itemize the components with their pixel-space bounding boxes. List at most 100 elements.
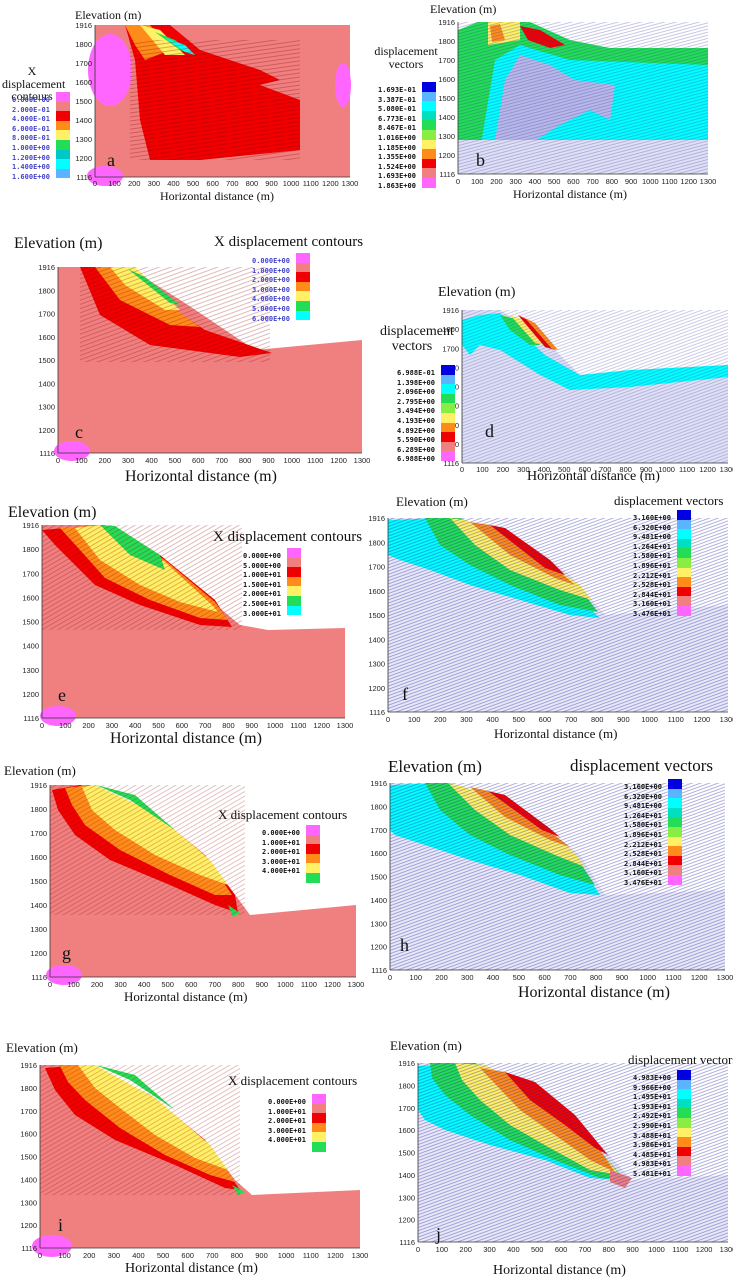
legend-swatch <box>312 1103 326 1114</box>
x-tick-label: 500 <box>187 179 200 188</box>
legend-value: 6.320E+00 <box>624 792 662 801</box>
panel-e: 0 100 200 300 400 500 600 700 800 900 1000 1100 1200… <box>0 490 370 750</box>
y-tick-label: 1916 <box>398 1059 415 1068</box>
legend-value: 1.185E+00 <box>378 143 416 152</box>
legend-value: 9.481E+00 <box>633 533 671 542</box>
panel-c-plot: 0 100 200 300 400 500 600 700 800 900 1000 1100 1200… <box>38 263 370 465</box>
legend-swatch <box>677 510 691 520</box>
y-tick-label: 1600 <box>22 593 39 602</box>
x-tick-label: 1300 <box>720 1245 733 1254</box>
x-tick-label: 1000 <box>267 721 284 730</box>
legend-value: 1.580E+01 <box>633 552 671 561</box>
y-tick-group: 1116 1200 1300 1400 1500 1600 1700 1800 1916 <box>38 263 55 458</box>
y-tick-label: 1300 <box>398 1193 415 1202</box>
legend-value: 1.500E+01 <box>243 580 281 589</box>
vector-field <box>462 310 728 463</box>
legend-swatch <box>441 365 455 375</box>
x-tick-label: 1200 <box>322 179 339 188</box>
x-tick-label: 1100 <box>665 973 681 982</box>
x-tick-label: 700 <box>209 980 222 989</box>
panel-letter: e <box>58 685 66 705</box>
panel-i: 0 100 200 300 400 500 600 700 800 900 1000 1100 1200… <box>0 1020 370 1282</box>
x-tick-label: 900 <box>616 973 629 982</box>
magenta-zone-base <box>46 965 82 985</box>
x-tick-label: 1200 <box>324 980 341 989</box>
legend-swatch <box>287 605 301 616</box>
x-tick-label: 600 <box>206 179 219 188</box>
x-tick-label: 200 <box>128 179 141 188</box>
horizontal-label: Horizontal distance (m) <box>125 468 277 485</box>
legend-swatch <box>56 159 70 169</box>
y-tick-label: 1400 <box>20 1175 37 1184</box>
x-tick-label: 300 <box>517 465 530 474</box>
y-tick-label: 1300 <box>20 1198 37 1207</box>
legend-value: 1.693E-01 <box>378 86 416 94</box>
x-tick-label: 1000 <box>278 1251 295 1260</box>
legend-swatch <box>677 596 691 606</box>
legend-value: 3.160E+01 <box>633 600 671 609</box>
x-tick-label: 100 <box>408 715 421 724</box>
legend-value: 1.200E+00 <box>12 153 50 162</box>
x-tick-label: 0 <box>386 715 390 724</box>
y-tick-label: 1200 <box>30 949 47 958</box>
x-tick-group: 0 100 200 300 400 500 600 700 800 900 1000 1100 1200… <box>416 1245 733 1254</box>
x-tick-label: 1200 <box>691 973 708 982</box>
legend-swatch <box>306 863 320 873</box>
legend-value: 0.000E+00 <box>243 552 281 560</box>
x-tick-group: 0 100 200 300 400 500 600 700 800 900 1000 1100 1200… <box>386 715 733 724</box>
y-tick-label: 1600 <box>398 1126 415 1135</box>
legend-value: 1.896E+01 <box>633 562 671 570</box>
x-tick-label: 1100 <box>307 456 323 465</box>
panel-b: 0 100 200 300 400 500 600 700 800 900 1000 1100 1200… <box>370 0 730 210</box>
legend-value: 1.896E+01 <box>624 831 662 839</box>
panel-letter: i <box>58 1215 64 1235</box>
legend-swatch <box>312 1094 326 1104</box>
vector-field <box>418 1063 728 1242</box>
legend-title: displacement vectors <box>628 1052 733 1067</box>
x-tick-label: 500 <box>157 1251 170 1260</box>
x-tick-label: 700 <box>599 465 612 474</box>
legend-swatch <box>668 855 682 866</box>
x-tick-label: 1000 <box>648 1245 665 1254</box>
x-tick-label: 700 <box>564 973 577 982</box>
legend-swatch <box>677 1118 691 1128</box>
x-tick-label: 800 <box>239 456 252 465</box>
x-tick-label: 600 <box>555 1245 568 1254</box>
elevation-label: Elevation (m) <box>396 494 468 509</box>
legend-value: 2.096E+00 <box>397 388 435 397</box>
y-tick-label: 1300 <box>368 660 385 669</box>
y-tick-label: 1600 <box>368 587 385 596</box>
legend-swatch <box>422 149 436 159</box>
y-tick-label: 1400 <box>22 642 39 651</box>
x-tick-label: 0 <box>460 465 464 474</box>
y-tick-label: 1600 <box>38 333 55 342</box>
legend-swatch <box>677 1070 691 1080</box>
x-tick-label: 1300 <box>720 465 733 474</box>
x-tick-label: 700 <box>199 721 212 730</box>
x-tick-label: 100 <box>58 1251 71 1260</box>
x-tick-group: 0 100 200 300 400 500 600 700 800 900 1000 1100 1200… <box>388 973 733 982</box>
legend-value: 1.524E+00 <box>378 162 416 171</box>
x-tick-label: 100 <box>59 721 72 730</box>
legend-value: 4.193E+00 <box>397 417 435 425</box>
legend-title: displacement vectors <box>570 756 714 775</box>
legend-swatch <box>56 92 70 102</box>
legend-value: 2.000E+01 <box>262 848 300 857</box>
panel-letter: h <box>400 935 409 955</box>
x-tick-label: 0 <box>93 179 97 188</box>
legend-value: 6.320E+00 <box>633 523 671 532</box>
y-tick-label: 1400 <box>30 901 47 910</box>
x-tick-label: 200 <box>459 1245 472 1254</box>
horizontal-label: Horizontal distance (m) <box>527 469 660 484</box>
legend-title: X displacement contours <box>2 64 66 104</box>
vector-field <box>388 518 728 712</box>
y-tick-label: 1800 <box>30 805 47 814</box>
legend-swatch <box>287 586 301 596</box>
legend-value: 3.494E+00 <box>397 407 435 416</box>
legend-swatch <box>312 1122 326 1133</box>
legend-value: 2.212E+01 <box>624 840 662 849</box>
x-tick-label: 1100 <box>661 177 677 186</box>
legend-swatch <box>668 798 682 808</box>
y-tick-label: 1116 <box>439 170 455 179</box>
legend-value: 6.000E+00 <box>252 314 290 323</box>
